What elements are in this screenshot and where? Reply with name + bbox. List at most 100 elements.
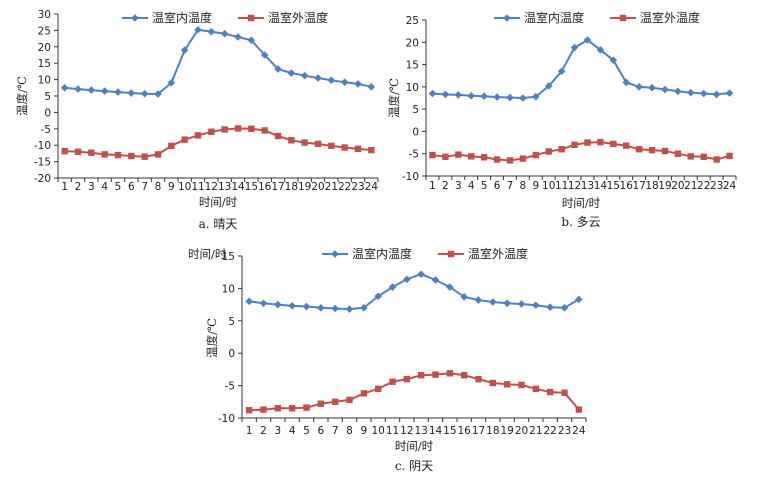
y-tick-label: 0	[44, 107, 51, 119]
indoor-data-point	[544, 82, 553, 90]
outdoor-series-line	[64, 127, 372, 158]
outdoor-data-point	[314, 140, 322, 148]
indoor-data-point	[546, 303, 554, 311]
outdoor-data-point	[713, 156, 720, 163]
y-tick-label: 20	[38, 42, 51, 54]
outdoor-data-point	[403, 375, 411, 383]
y-tick-label: -20	[34, 173, 51, 185]
indoor-data-point	[245, 297, 253, 306]
outdoor-data-point	[575, 406, 583, 413]
outdoor-series-line	[432, 141, 730, 162]
legend-indoor-marker	[131, 14, 139, 22]
indoor-data-point	[167, 79, 176, 87]
outdoor-data-point	[346, 396, 353, 404]
x-tick-label: 12	[205, 181, 218, 193]
x-tick-label: 22	[697, 180, 710, 192]
indoor-data-point	[300, 71, 309, 80]
outdoor-data-point	[194, 132, 202, 139]
x-tick-label: 7	[507, 180, 514, 192]
indoor-data-point	[194, 25, 202, 34]
indoor-data-point	[725, 89, 734, 97]
x-tick-label: 15	[607, 180, 620, 192]
indoor-data-point	[474, 296, 483, 304]
indoor-data-point	[220, 29, 229, 38]
outdoor-data-point	[331, 398, 339, 405]
outdoor-data-point	[374, 385, 382, 393]
indoor-data-point	[417, 270, 425, 278]
x-tick-label: 23	[558, 425, 571, 437]
indoor-data-point	[503, 299, 511, 308]
y-tick-label: -10	[218, 413, 235, 425]
x-tick-label: 22	[543, 425, 556, 437]
outdoor-data-point	[88, 149, 95, 156]
x-tick-label: 6	[494, 180, 501, 192]
outdoor-data-point	[288, 405, 296, 412]
indoor-data-point	[699, 89, 708, 98]
y-tick-label: 15	[222, 251, 235, 263]
x-tick-label: 18	[645, 180, 658, 192]
x-tick-label: 13	[414, 425, 427, 437]
x-tick-label: 12	[568, 180, 581, 192]
x-tick-label: 8	[520, 180, 527, 192]
y-tick-label: 30	[38, 9, 51, 21]
indoor-data-point	[100, 87, 109, 95]
indoor-data-point	[114, 88, 122, 96]
indoor-data-point	[428, 89, 437, 98]
indoor-data-point	[354, 80, 362, 88]
y-tick-label: 10	[38, 75, 51, 87]
x-tick-label: 19	[298, 181, 311, 193]
outdoor-data-point	[432, 371, 439, 378]
x-tick-label: 9	[360, 425, 367, 437]
legend-indoor-label: 温室内温度	[524, 10, 584, 25]
x-tick-label: 13	[581, 180, 594, 192]
outdoor-data-point	[168, 142, 175, 150]
outdoor-data-point	[468, 153, 475, 160]
x-tick-label: 17	[271, 181, 284, 193]
y-tick-label: 10	[222, 283, 235, 295]
x-tick-label: 9	[532, 180, 539, 192]
outdoor-data-point	[389, 378, 396, 385]
x-tick-label: 19	[658, 180, 671, 192]
legend-outdoor-marker	[619, 14, 627, 22]
indoor-data-point	[531, 92, 540, 101]
legend-indoor-marker	[503, 14, 511, 22]
indoor-data-point	[154, 90, 162, 98]
indoor-data-point	[506, 93, 514, 102]
outdoor-data-point	[610, 140, 617, 148]
outdoor-data-point	[460, 372, 468, 379]
outdoor-data-point	[303, 404, 310, 411]
outdoor-data-point	[489, 379, 497, 387]
outdoor-data-point	[208, 128, 215, 135]
outdoor-data-point	[518, 381, 525, 389]
x-tick-label: 20	[515, 425, 528, 437]
x-tick-label: 10	[542, 180, 555, 192]
indoor-data-point	[431, 276, 440, 284]
y-tick-label: -5	[41, 124, 51, 136]
indoor-data-point	[274, 300, 282, 309]
indoor-data-point	[247, 36, 256, 45]
legend-outdoor-marker	[247, 14, 255, 22]
outdoor-data-point	[475, 375, 482, 383]
indoor-data-point	[622, 78, 631, 87]
indoor-data-point	[74, 85, 82, 93]
x-tick-label: 1	[246, 425, 253, 437]
outdoor-data-point	[493, 156, 501, 163]
outdoor-data-point	[687, 153, 694, 160]
chart-caption: b. 多云	[561, 215, 600, 229]
indoor-series-line	[432, 38, 730, 100]
outdoor-data-point	[571, 141, 578, 148]
y-axis-label: 温度/℃	[387, 78, 401, 118]
indoor-data-point	[575, 295, 583, 304]
y-tick-label: 20	[406, 37, 419, 49]
indoor-data-point	[127, 89, 136, 97]
y-tick-label: 15	[38, 58, 51, 70]
indoor-data-point	[140, 89, 149, 98]
outdoor-data-point	[141, 153, 148, 160]
x-tick-label: 2	[75, 181, 82, 193]
x-tick-label: 8	[346, 425, 353, 437]
indoor-data-point	[493, 93, 501, 101]
outdoor-data-point	[545, 148, 552, 155]
x-tick-label: 18	[285, 181, 298, 193]
y-tick-label: -5	[409, 149, 419, 161]
